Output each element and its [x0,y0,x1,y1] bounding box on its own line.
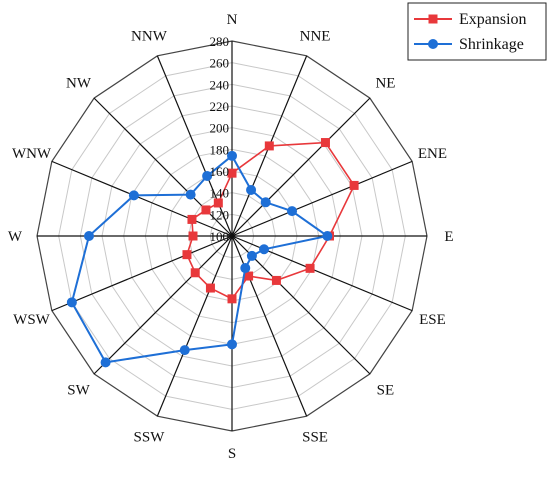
legend-item-expansion: Expansion [414,11,527,28]
direction-label-wsw: WSW [13,312,51,328]
spoke-sse [231,235,308,417]
shrinkage-point-s [227,339,237,350]
legend-marker [428,14,438,24]
expansion-point-ne [320,138,330,148]
radar-series [66,138,359,368]
direction-label-sse: SSE [302,429,328,445]
spoke-wsw [51,235,233,312]
series-shrinkage [66,150,333,368]
expansion-point-nnw [213,198,223,208]
direction-label-ssw: SSW [134,429,166,445]
expansion-point-wsw [182,250,192,260]
shrinkage-point-nne [246,184,257,195]
shrinkage-point-n [227,150,237,161]
direction-label-ese: ESE [419,312,446,328]
expansion-point-wnw [187,214,197,224]
shrinkage-point-e [322,231,333,241]
expansion-point-sw [190,268,200,278]
tick-label-200: 200 [210,121,230,136]
spoke-sw [93,235,233,375]
legend-label: Shrinkage [459,36,524,53]
direction-label-nnw: NNW [131,29,168,45]
direction-label-wnw: WNW [12,146,52,162]
direction-labels: N NNE NE ENE E ESE SE SSE S SSW SW WSW W WNW NW NNW [8,12,454,462]
expansion-point-se [271,275,281,285]
expansion-point-n [227,168,237,178]
tick-label-240: 240 [210,77,230,92]
shrinkage-point-ese [259,244,270,255]
expansion-point-ese [305,263,315,273]
tick-label-140: 140 [210,186,230,201]
expansion-point-nne [264,141,274,151]
tick-label-180: 180 [210,142,230,157]
legend-label: Expansion [459,11,527,28]
series-expansion [182,138,359,304]
tick-label-220: 220 [210,99,230,114]
spoke-ene [231,160,413,237]
direction-label-w: W [8,229,23,245]
shrinkage-point-nw [185,189,196,200]
legend-marker [428,39,438,49]
direction-label-se: SE [377,382,395,398]
expansion-point-nw [201,205,211,215]
tick-label-100: 100 [210,229,230,244]
legend-box [407,2,547,61]
expansion-point-sse [244,271,254,281]
shrinkage-point-ene [287,206,298,217]
tick-label-260: 260 [210,56,230,71]
shrinkage-point-wnw [128,190,139,201]
shrinkage-point-nnw [202,170,213,181]
legend-item-shrinkage: Shrinkage [414,36,524,53]
direction-label-ene: ENE [418,146,447,162]
spoke-wnw [51,160,233,237]
shrinkage-point-sse [240,263,251,274]
tick-label-120: 120 [210,207,230,222]
expansion-point-ene [349,180,359,190]
spoke-ne [231,97,371,237]
direction-label-nne: NNE [300,29,331,45]
shrinkage-point-se [246,250,257,261]
expansion-point-ssw [205,283,215,293]
radial-tick-labels: 100 120 140 160 180 200 220 240 260 280 [210,34,230,244]
expansion-point-s [227,294,237,304]
legend: Expansion Shrinkage [407,2,547,61]
direction-label-n: N [227,12,238,28]
direction-label-e: E [444,229,453,245]
direction-label-nw: NW [66,76,92,92]
direction-label-ne: NE [375,76,395,92]
spoke-ssw [156,235,233,417]
shrinkage-point-sw [100,357,111,368]
shrinkage-point-ne [260,197,271,208]
shrinkage-point-w [84,231,94,241]
tick-label-280: 280 [210,34,230,49]
direction-label-s: S [228,446,236,462]
shrinkage-point-wsw [66,297,77,308]
radar-spokes [37,41,427,431]
tick-label-160: 160 [210,164,230,179]
expansion-point-w [188,231,198,241]
direction-label-sw: SW [67,382,90,398]
shrinkage-point-ssw [179,345,190,356]
